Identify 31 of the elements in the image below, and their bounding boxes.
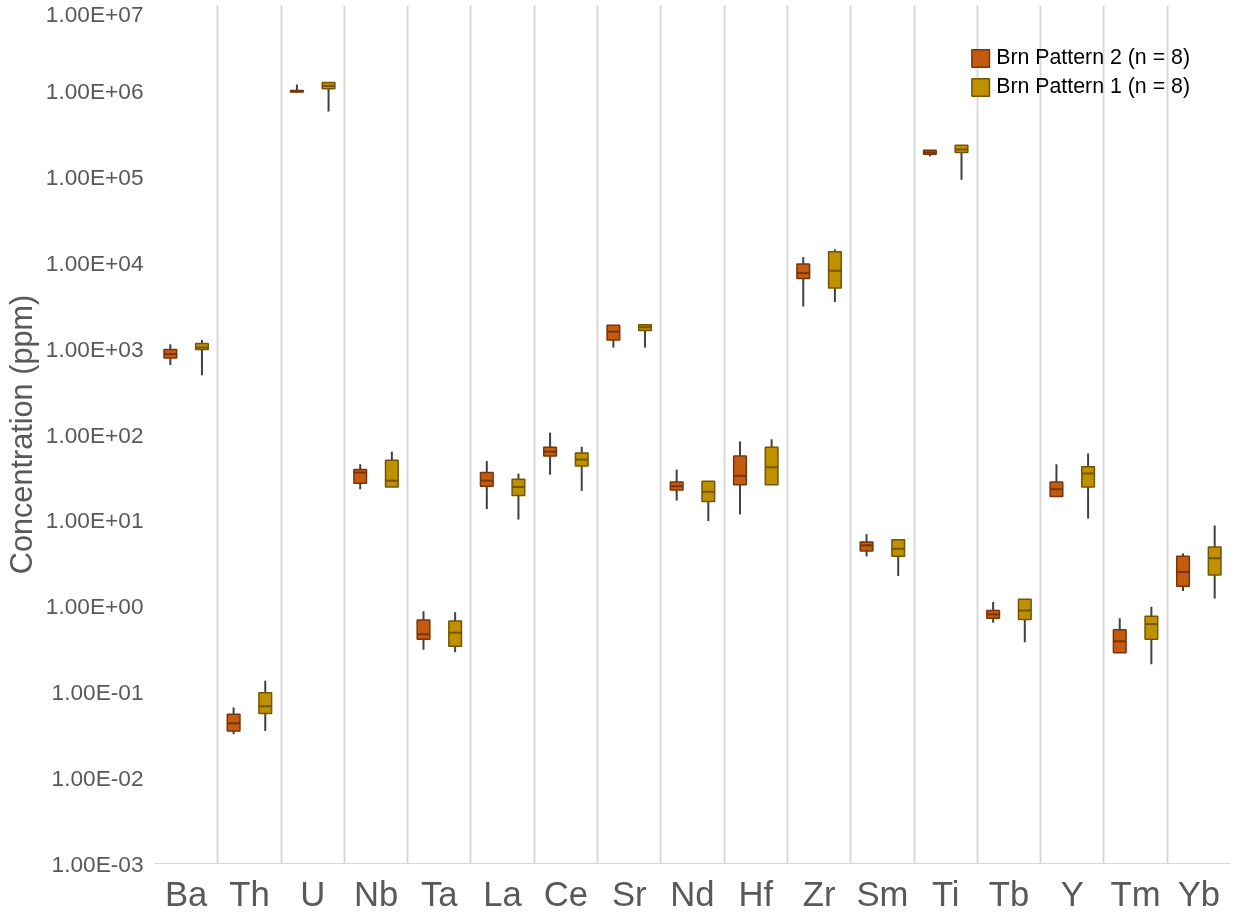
x-tick-label: Tb [988,874,1030,913]
x-tick-label: U [300,874,326,913]
x-tick-label: Zr [802,874,836,913]
y-tick-label: 1.00E-03 [51,850,144,877]
y-tick-label: 1.00E+07 [45,0,144,27]
x-tick-label: Y [1060,874,1084,913]
y-tick-label: 1.00E-02 [51,764,144,791]
x-tick-label: Yb [1177,874,1221,913]
x-tick-label: Ba [164,874,209,913]
x-tick-label: Ta [421,874,459,913]
legend-label: Brn Pattern 2 (n = 8) [996,45,1190,70]
x-tick-label: Ti [931,874,960,913]
x-tick-label: Hf [738,874,774,913]
y-tick-label: 1.00E+06 [45,78,144,105]
y-axis-title: Concentration (ppm) [3,294,39,575]
y-tick-label: 1.00E+00 [45,593,144,620]
y-tick-label: 1.00E+02 [45,421,144,448]
x-tick-label: Th [229,874,270,913]
legend-label: Brn Pattern 1 (n = 8) [996,74,1190,99]
y-tick-label: 1.00E-01 [51,678,144,705]
x-tick-label: Nb [353,874,399,913]
x-tick-label: Sr [611,874,647,913]
x-tick-label: Tm [1110,874,1161,913]
y-tick-label: 1.00E+05 [45,164,144,191]
x-tick-label: Nd [670,874,715,913]
x-tick-label: Ce [543,874,589,913]
y-tick-label: 1.00E+04 [45,249,144,276]
x-tick-label: Sm [856,874,909,913]
y-tick-label: 1.00E+01 [45,507,144,534]
y-tick-label: 1.00E+03 [45,335,144,362]
x-tick-label: La [483,874,523,913]
